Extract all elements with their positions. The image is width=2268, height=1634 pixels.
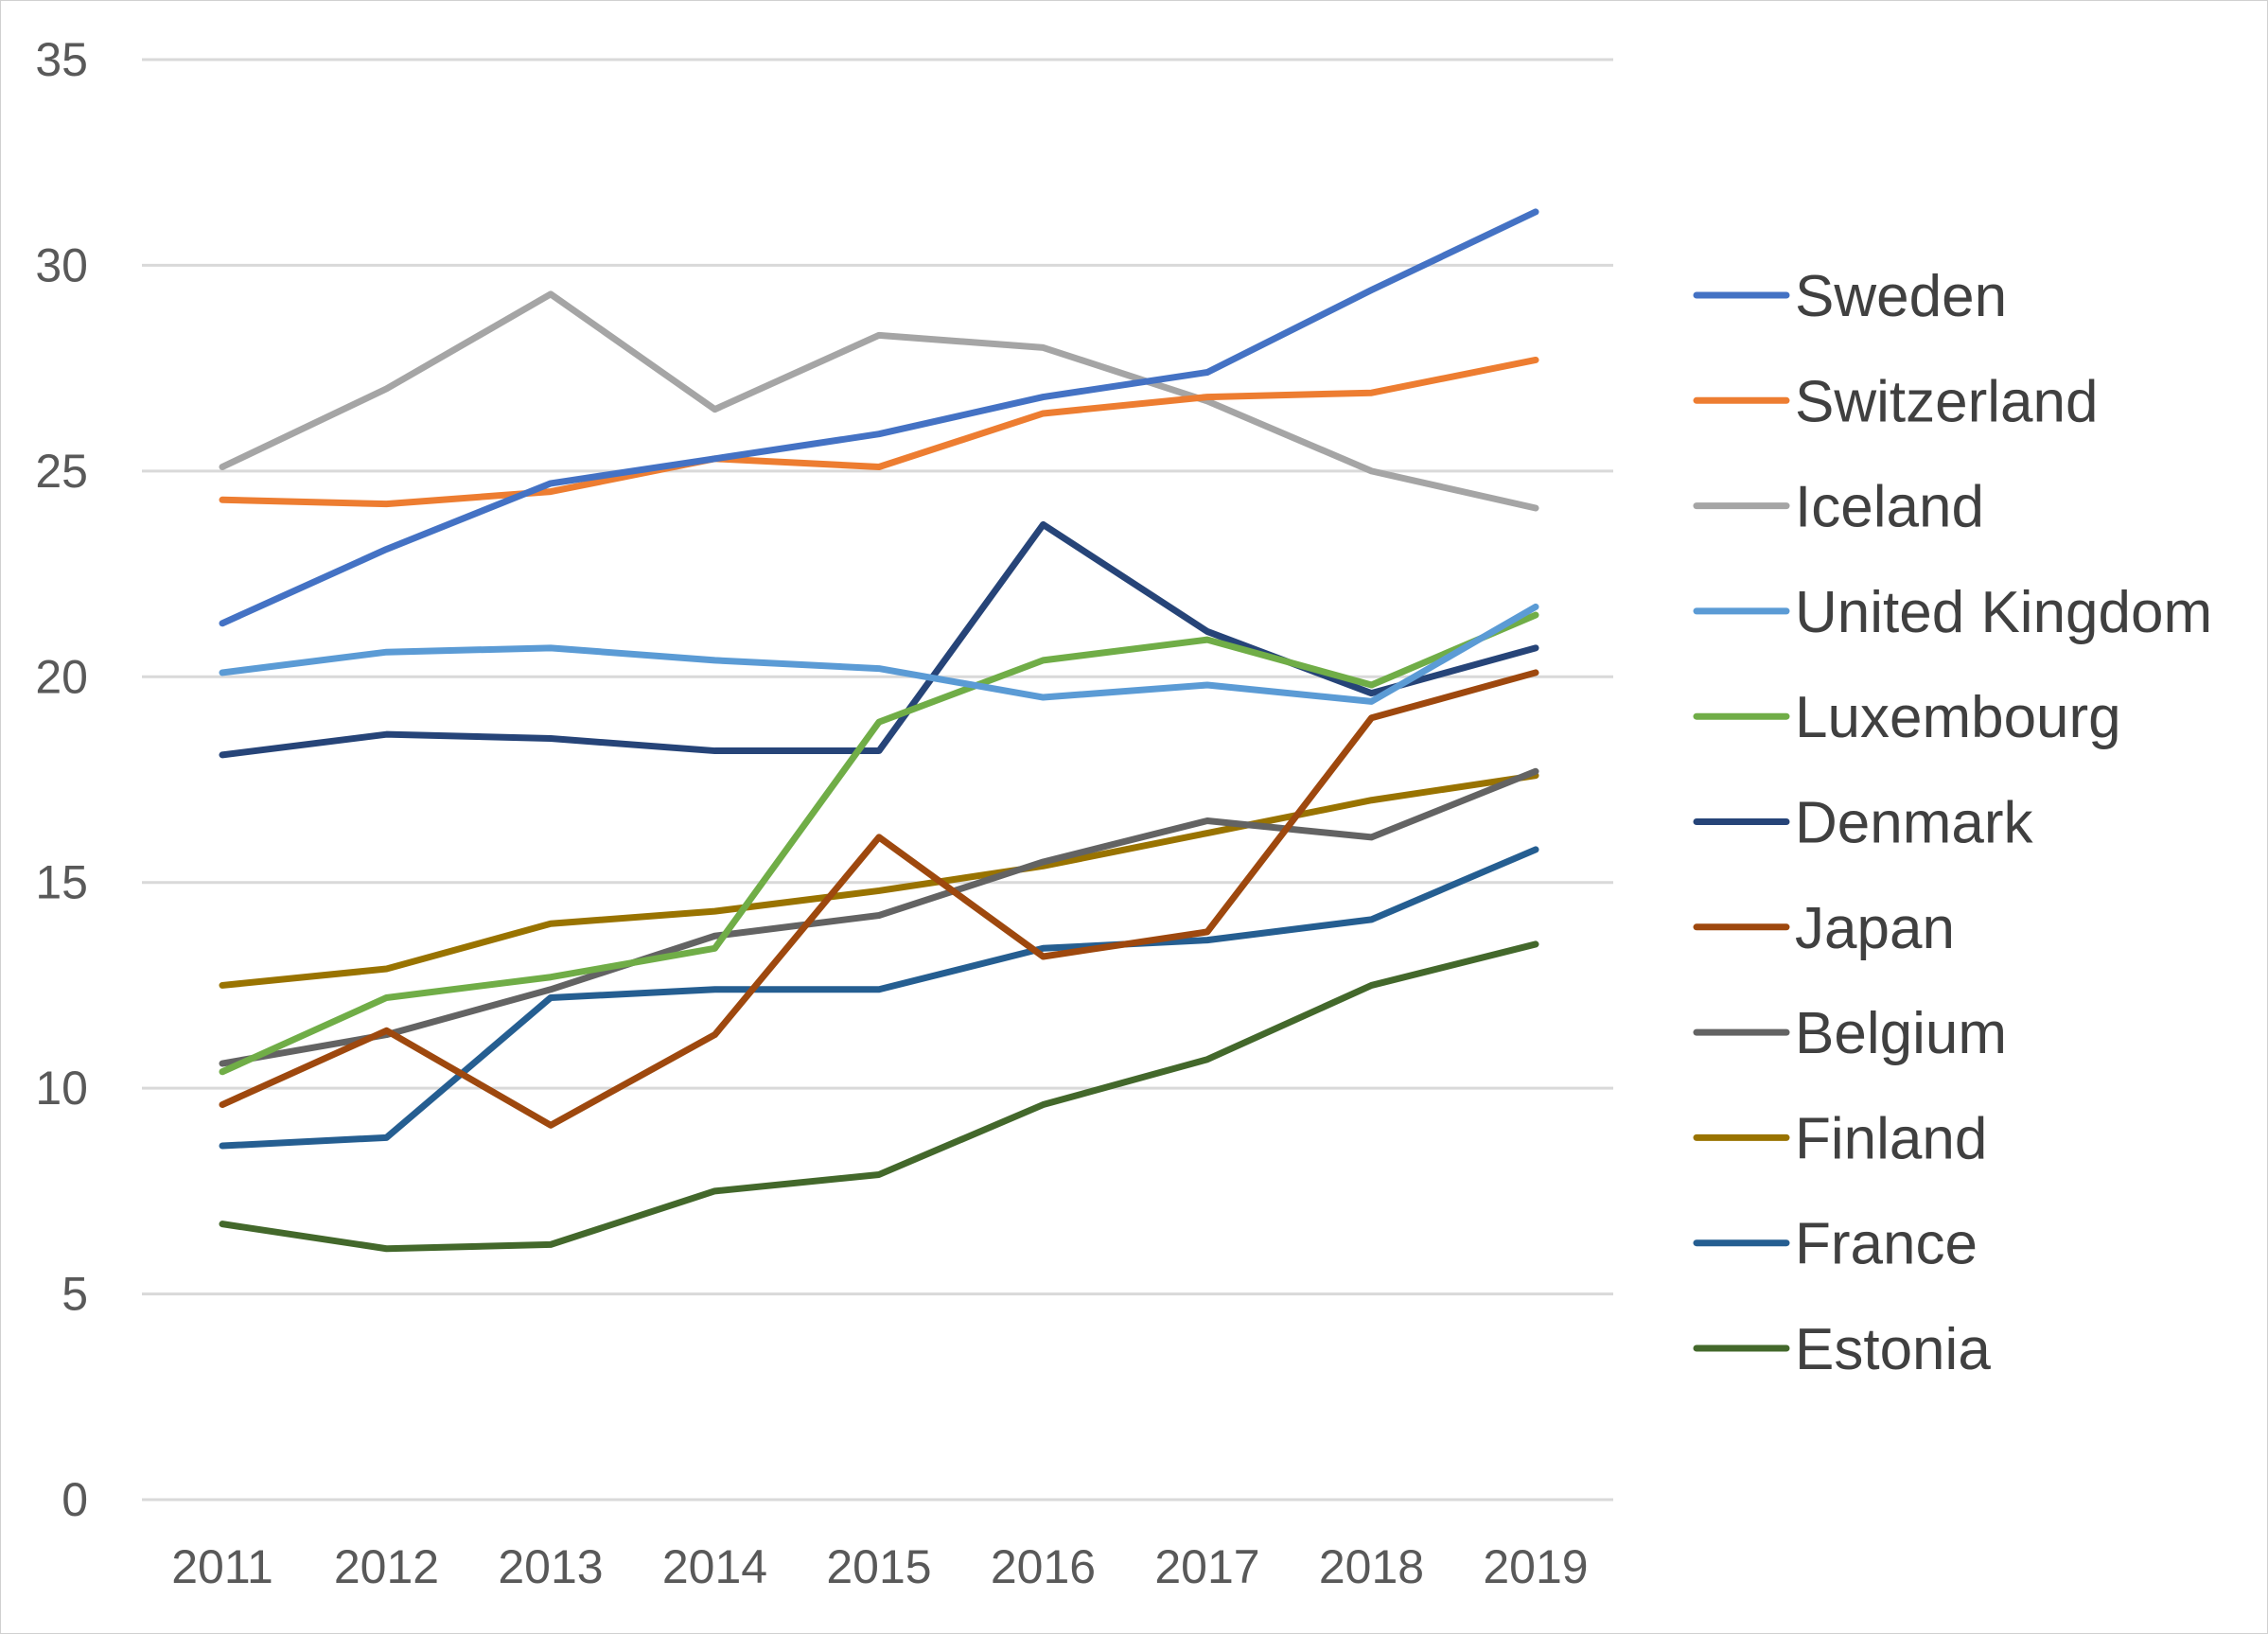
legend-item-belgium: Belgium [1693,1001,2007,1066]
legend-item-luxembourg: Luxembourg [1693,685,2121,750]
legend-label: United Kingdom [1795,580,2212,645]
legend-item-france: France [1693,1212,1978,1277]
legend-label: France [1795,1212,1978,1277]
y-tick-label: 0 [62,1473,88,1526]
legend-item-denmark: Denmark [1693,791,2034,856]
legend-label: Switzerland [1795,369,2098,434]
legend-item-sweden: Sweden [1693,264,2007,329]
y-tick-label: 15 [35,856,88,909]
y-axis-ticks: 0 5 10 15 20 25 30 35 [35,33,88,1526]
y-tick-label: 25 [35,445,88,498]
series-line-belgium [219,767,1539,1067]
x-tick-label: 2018 [1319,1540,1424,1593]
legend-item-japan: Japan [1693,896,1955,961]
series-lines [219,208,1539,1253]
series-line-finland [219,772,1539,989]
legend-item-switzerland: Switzerland [1693,369,2098,434]
x-axis-ticks: 2011 2012 2013 2014 2015 2016 2017 2018 2019 [171,1540,1588,1593]
x-tick-label: 2017 [1154,1540,1259,1593]
x-tick-label: 2015 [826,1540,931,1593]
series-line-iceland [219,290,1539,512]
x-tick-label: 2014 [662,1540,767,1593]
y-tick-label: 5 [62,1268,88,1321]
legend-label: Japan [1795,896,1955,961]
series-line-luxembourg [219,611,1539,1076]
x-tick-label: 2019 [1483,1540,1588,1593]
legend: Sweden Switzerland Iceland United Kingdom Lu… [1693,264,2212,1382]
x-tick-label: 2011 [171,1540,273,1593]
legend-label: Belgium [1795,1001,2007,1066]
legend-label: Denmark [1795,791,2034,856]
y-tick-label: 20 [35,650,88,703]
legend-label: Estonia [1795,1317,1991,1382]
series-line-france [219,846,1539,1150]
legend-label: Iceland [1795,475,1984,540]
legend-item-finland: Finland [1693,1106,1987,1171]
x-tick-label: 2016 [991,1540,1096,1593]
legend-label: Finland [1795,1106,1987,1171]
legend-item-iceland: Iceland [1693,475,1984,540]
series-line-united-kingdom [219,603,1539,705]
x-tick-label: 2013 [498,1540,603,1593]
legend-label: Luxembourg [1795,685,2121,750]
gridlines [142,58,1613,1502]
y-tick-label: 30 [35,238,88,291]
x-tick-label: 2012 [334,1540,439,1593]
legend-item-united-kingdom: United Kingdom [1693,580,2212,645]
series-line-switzerland [219,356,1539,508]
legend-item-estonia: Estonia [1693,1317,1991,1382]
series-line-japan [219,669,1539,1129]
y-tick-label: 35 [35,33,88,86]
series-line-sweden [219,208,1539,627]
series-line-estonia [219,940,1539,1253]
y-tick-label: 10 [35,1062,88,1115]
legend-label: Sweden [1795,264,2007,329]
